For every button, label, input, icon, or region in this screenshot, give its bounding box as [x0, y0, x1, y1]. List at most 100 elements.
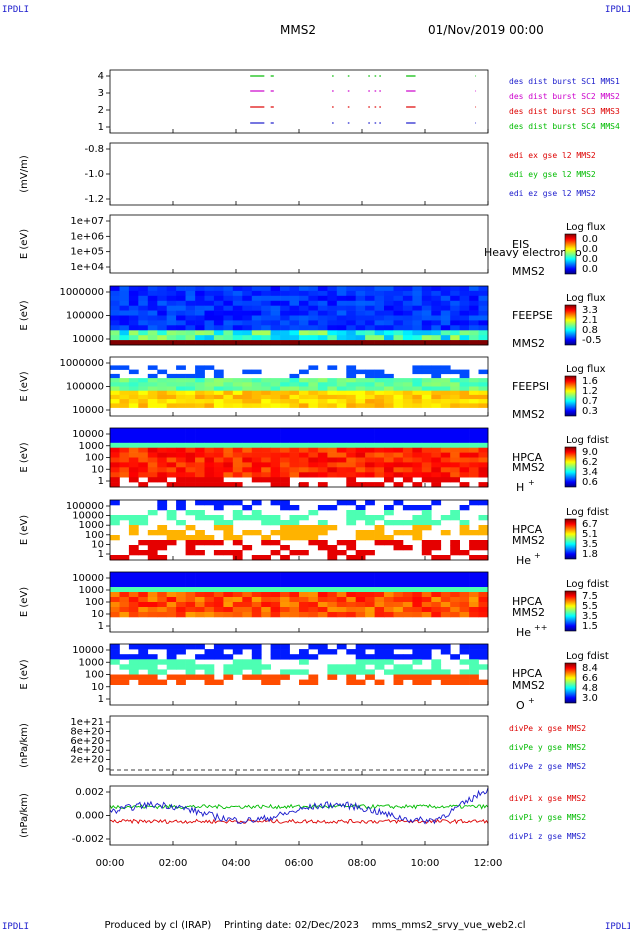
feepse-spectro-cell: [355, 305, 366, 311]
y-axis-label: E (eV): [19, 659, 30, 689]
feepsi-spectro-cell: [384, 386, 394, 391]
hpca_h-spectro-cell: [384, 428, 394, 434]
feepse-spectro-cell: [402, 305, 413, 311]
hpca_h-spectro-cell: [374, 437, 385, 443]
legend-entry: des dist burst SC3 MMS3: [509, 107, 620, 116]
feepse-spectro-cell: [393, 335, 404, 341]
hpca_hepp-spectro-cell: [327, 592, 338, 598]
hpca_h-spectro-cell: [280, 437, 290, 443]
feepse-spectro-cell: [223, 320, 234, 326]
hpca_o-spectro-cell: [478, 679, 489, 685]
hpca_he-spectro-cell: [346, 500, 357, 506]
hpca_he-spectro-cell: [166, 530, 177, 536]
hpca_o-spectro-cell: [166, 644, 177, 650]
hpca_hepp-spectro-cell: [261, 577, 271, 583]
feepsi-spectro-cell: [431, 373, 442, 379]
feepse-spectro-cell: [469, 320, 479, 326]
feepse-spectro-cell: [185, 340, 196, 346]
feepsi-spectro-cell: [299, 390, 309, 396]
hpca_hepp-spectro-cell: [280, 577, 290, 583]
hpca_he-spectro-cell: [185, 550, 196, 556]
feepse-spectro-cell: [270, 325, 281, 331]
hpca_h-spectro-cell: [251, 432, 262, 439]
feepse-spectro-cell: [223, 310, 234, 316]
feepse-spectro-cell: [469, 286, 479, 292]
feepse-spectro-cell: [459, 335, 470, 341]
hpca_o-spectro-cell: [138, 674, 149, 680]
hpca_o-spectro-cell: [204, 669, 215, 675]
feepsi-spectro-cell: [478, 394, 489, 400]
feepse-spectro-cell: [232, 335, 243, 341]
hpca_hepp-spectro-cell: [270, 602, 281, 608]
hpca_o-spectro-cell: [440, 679, 451, 685]
feepsi-spectro-cell: [242, 394, 253, 400]
hpca_he-spectro-cell: [421, 540, 432, 546]
feepsi-spectro-cell: [440, 390, 451, 396]
feepse-spectro-cell: [195, 305, 205, 311]
hpca_h-spectro-cell: [289, 447, 300, 453]
colorbar-tick-label: 3.5: [582, 539, 598, 550]
hpca_h-spectro-cell: [365, 467, 375, 473]
hpca_he-spectro-cell: [393, 540, 404, 546]
hpca_hepp-spectro-cell: [213, 592, 224, 598]
colorbar-tick-label: 5.1: [582, 529, 598, 540]
feepse-spectro-cell: [110, 315, 120, 321]
hpca_hepp-spectro-cell: [110, 572, 120, 578]
instrument-sublabel: MMS2: [512, 337, 545, 350]
feepsi-spectro-cell: [176, 390, 186, 396]
species-label: H: [516, 481, 524, 494]
footer-printing-date: Printing date: 02/Dec/2023: [223, 920, 359, 931]
feepsi-spectro-cell: [242, 386, 253, 391]
hpca_hepp-spectro-cell: [251, 572, 262, 578]
hpca_o-spectro-cell: [261, 674, 271, 680]
hpca_hepp-spectro-cell: [138, 612, 149, 618]
feepse-spectro-cell: [402, 315, 413, 321]
hpca_o-spectro-cell: [308, 679, 319, 685]
feepse-spectro-cell: [412, 310, 423, 316]
feepse-spectro-cell: [402, 320, 413, 326]
feepse-spectro-cell: [374, 300, 385, 306]
hpca_h-spectro-cell: [251, 467, 262, 473]
instrument-sublabel: MMS2: [512, 265, 545, 278]
hpca_o-spectro-cell: [147, 644, 158, 650]
hpca_h-spectro-cell: [327, 457, 338, 463]
feepse-spectro-cell: [365, 330, 375, 336]
hpca_o-spectro-cell: [478, 654, 489, 660]
hpca_h-spectro-cell: [346, 428, 357, 434]
hpca_hepp-spectro-cell: [402, 587, 413, 593]
hpca_o-spectro-cell: [421, 669, 432, 675]
hpca_hepp-spectro-cell: [223, 602, 234, 608]
feepsi-spectro-cell: [261, 394, 271, 400]
feepse-spectro-cell: [450, 330, 460, 336]
instrument-label: HPCA: [512, 451, 543, 464]
feepsi-spectro-cell: [459, 382, 470, 387]
hpca_he-spectro-cell: [147, 530, 158, 536]
feepse-spectro-cell: [110, 335, 120, 341]
hpca_h-spectro-cell: [431, 437, 442, 443]
feepse-spectro-cell: [450, 310, 460, 316]
hpca_hepp-spectro-cell: [185, 577, 196, 583]
feepse-spectro-cell: [421, 300, 432, 306]
hpca_h-spectro-cell: [261, 428, 271, 434]
colorbar-tick-label: 1.6: [582, 376, 598, 387]
feepsi-spectro-cell: [242, 378, 253, 383]
hpca_h-spectro-cell: [450, 447, 460, 453]
hpca_o-spectro-cell: [223, 664, 234, 670]
hpca_hepp-spectro-cell: [393, 597, 404, 603]
feepsi-spectro-cell: [317, 382, 328, 387]
feepse-spectro-cell: [232, 290, 243, 297]
hpca_h-spectro-cell: [270, 467, 281, 473]
hpca_h-spectro-cell: [450, 432, 460, 439]
hpca_h-spectro-cell: [336, 457, 347, 463]
hpca_o-spectro-cell: [355, 654, 366, 660]
hpca_hepp-spectro-cell: [308, 607, 319, 613]
feepse-spectro-cell: [327, 330, 338, 336]
feepse-spectro-cell: [157, 325, 168, 331]
feepse-spectro-cell: [270, 320, 281, 326]
y-tick-label: 100: [85, 530, 104, 541]
hpca_hepp-spectro-cell: [346, 607, 357, 613]
feepse-spectro-cell: [374, 315, 385, 321]
hpca_hepp-spectro-cell: [384, 607, 394, 613]
hpca_o-spectro-cell: [119, 679, 130, 685]
hpca_hepp-spectro-cell: [346, 582, 357, 588]
